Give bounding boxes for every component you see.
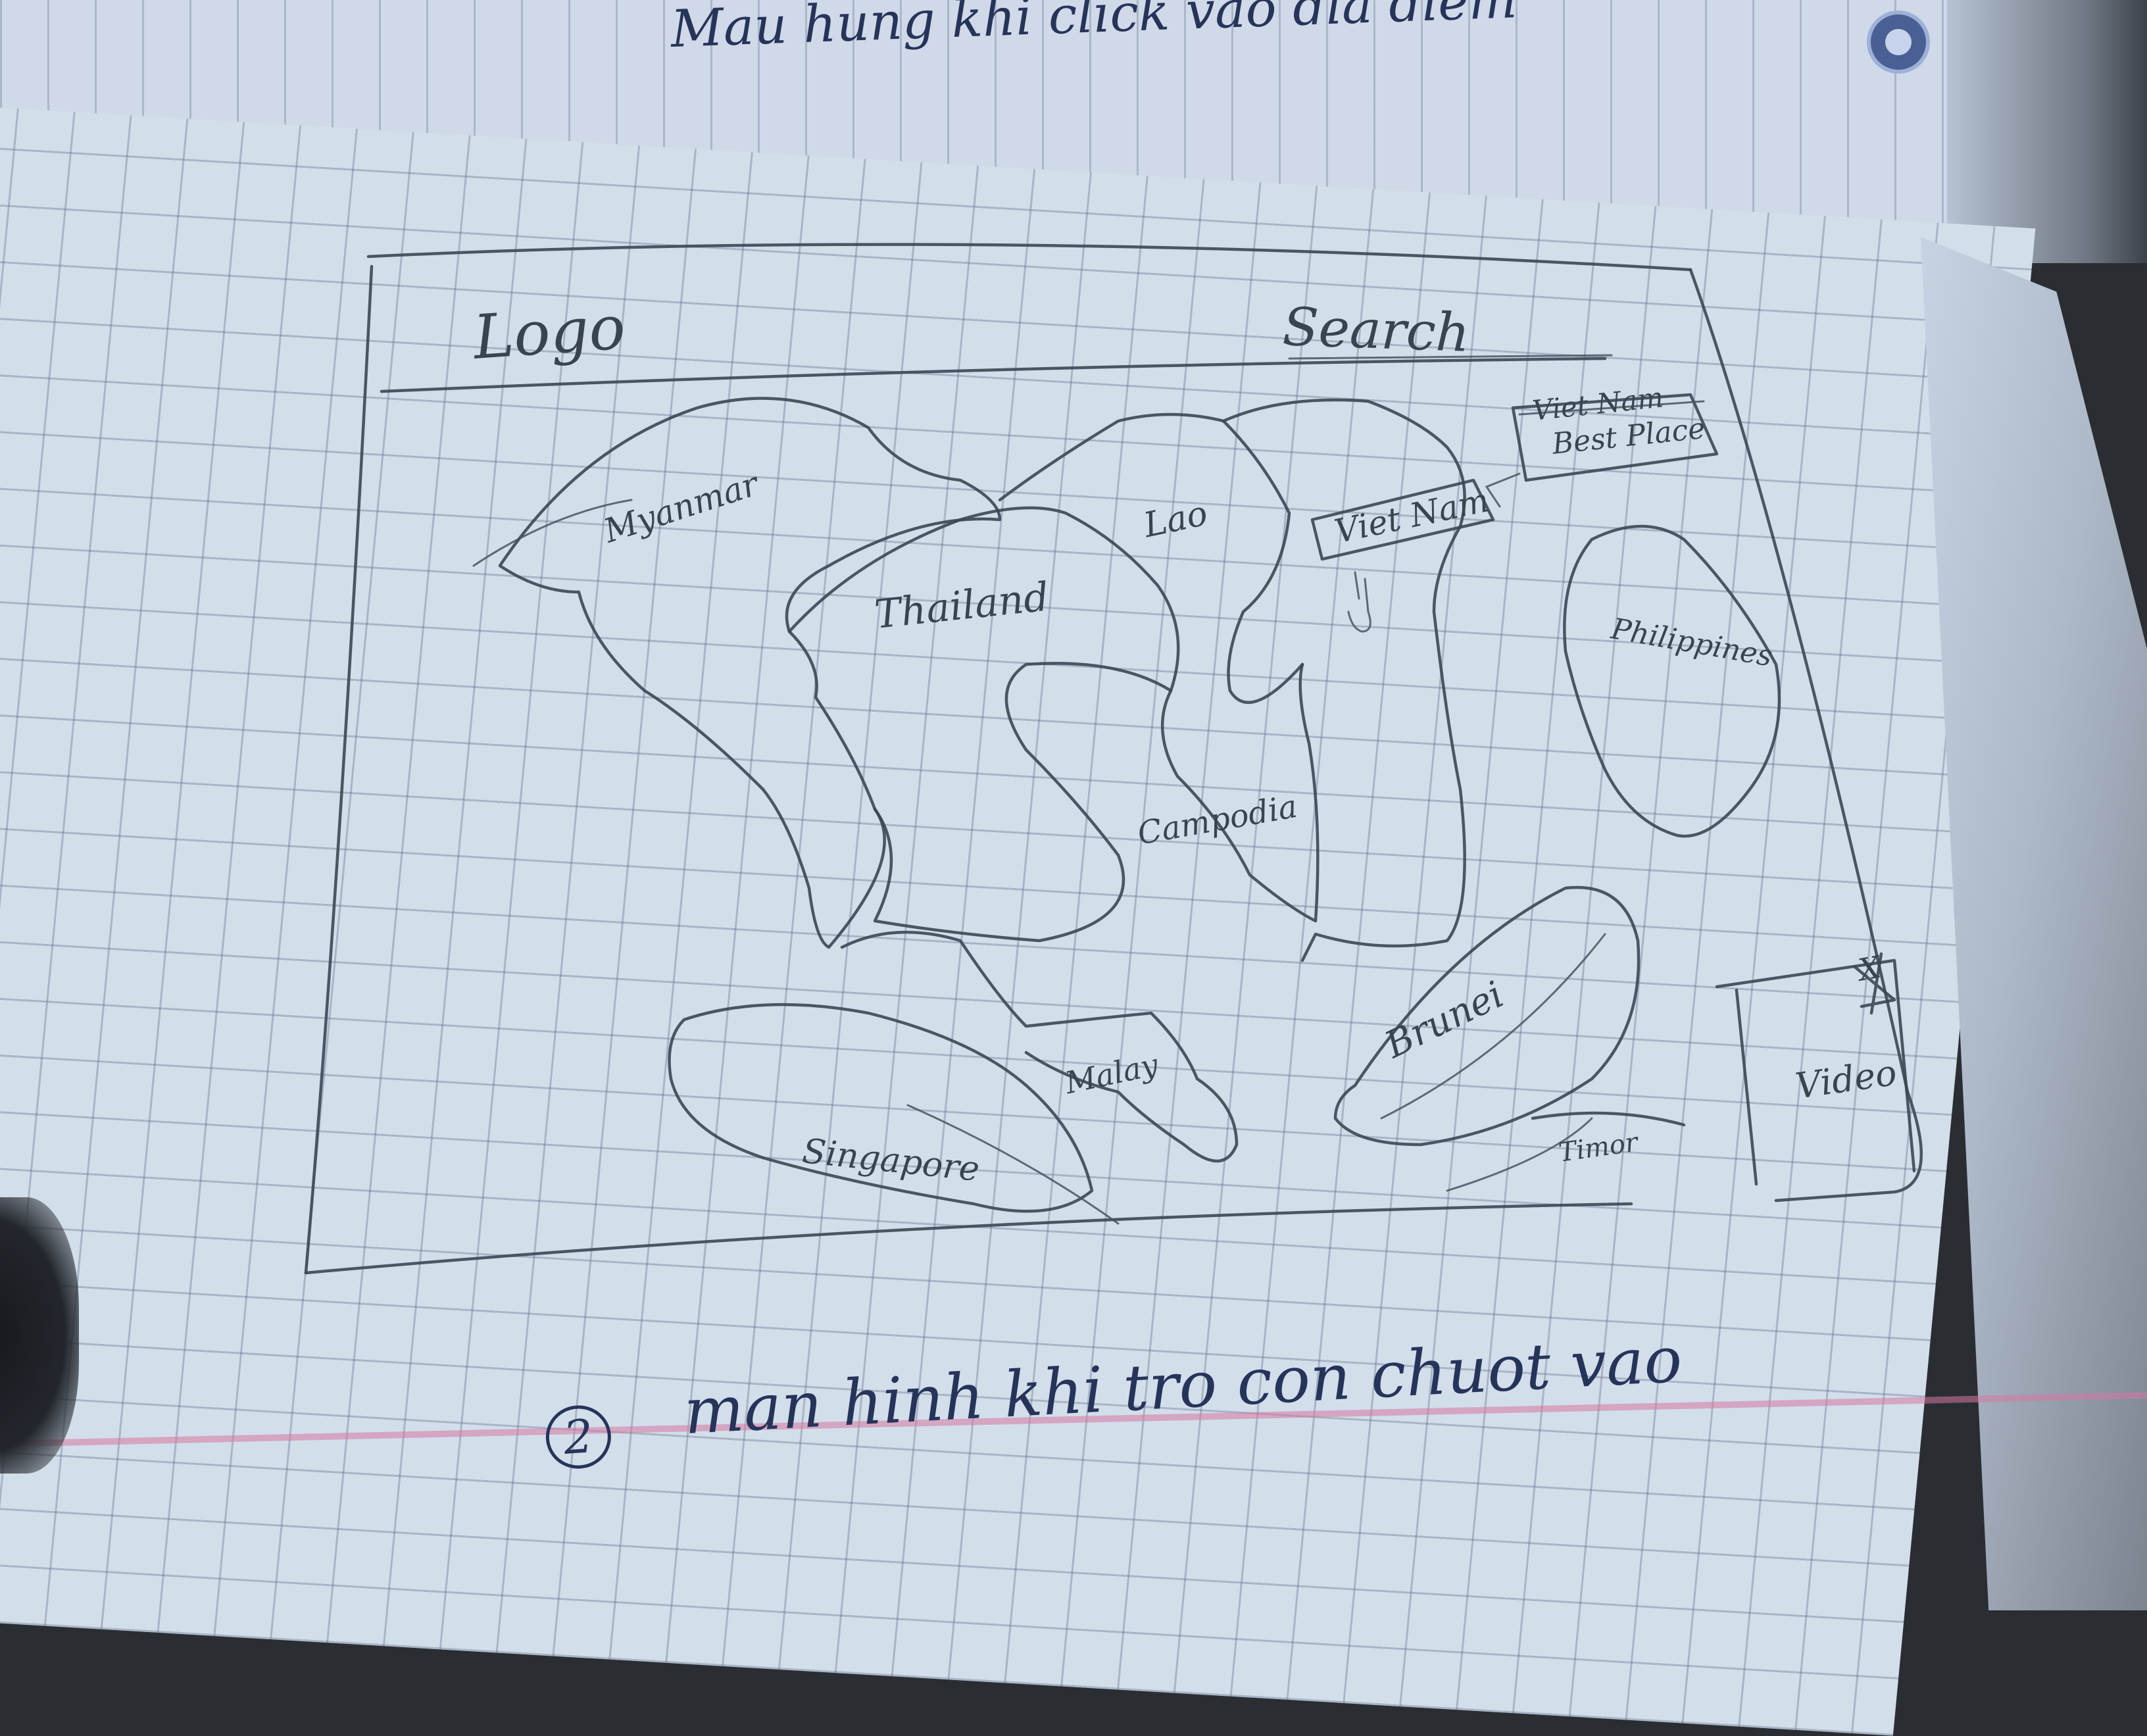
map-philippines xyxy=(1563,524,1781,838)
map-malay xyxy=(840,930,1239,1163)
map-brunei xyxy=(1333,885,1641,1147)
hand-cursor-icon xyxy=(1347,571,1371,633)
map-myanmar xyxy=(498,397,1002,949)
notebook-shadow xyxy=(1947,0,2147,263)
search-underline xyxy=(1288,354,1613,360)
wireframe-sketch xyxy=(304,243,1923,1275)
frame-bottom-line xyxy=(304,1202,1633,1275)
search-label[interactable]: Search xyxy=(1281,296,1471,364)
map-lao xyxy=(998,412,1304,705)
map-cambodia xyxy=(1160,662,1320,923)
thumb-shadow xyxy=(0,1197,79,1474)
map-singapore xyxy=(668,1003,1094,1213)
video-panel xyxy=(1715,958,1916,1186)
logo-label[interactable]: Logo xyxy=(471,292,628,373)
map-left-edge xyxy=(472,499,633,567)
map-brunei-line xyxy=(1380,933,1606,1120)
map-timor xyxy=(1531,1111,1686,1127)
stamp-logo xyxy=(1867,11,1930,74)
popup-connector xyxy=(1485,472,1521,508)
map-vietnam xyxy=(1222,398,1466,962)
popup-box-inner xyxy=(1518,400,1705,416)
map-singapore-line xyxy=(906,1104,1120,1225)
frame-left-line xyxy=(304,264,374,1275)
header-divider xyxy=(380,357,1607,393)
map-timor-line xyxy=(1446,1117,1593,1192)
close-icon xyxy=(1853,952,1896,1015)
frame-right-line xyxy=(1689,268,1923,1203)
map-thailand xyxy=(787,506,1180,943)
frame-top-line xyxy=(366,243,1692,272)
hover-tag-box xyxy=(1310,478,1495,561)
popup-box xyxy=(1511,393,1719,482)
